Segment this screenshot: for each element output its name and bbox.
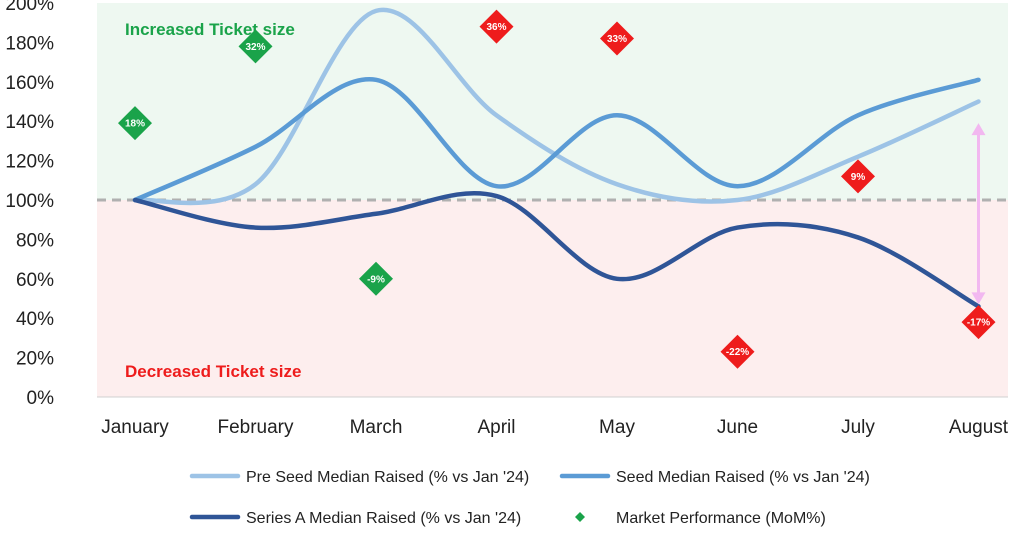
market-performance-label: 18%: [125, 119, 145, 130]
market-performance-diamond: [118, 106, 152, 141]
legend-label-4: Market Performance (MoM%): [616, 510, 826, 527]
market-performance-diamond: [600, 21, 634, 56]
market-performance-label: -9%: [367, 274, 385, 285]
y-tick-label: 20%: [16, 349, 54, 370]
market-performance-diamond: [841, 159, 875, 194]
market-performance-diamond: [961, 305, 996, 340]
market-performance-label: 32%: [245, 42, 265, 53]
market-performance-label: 36%: [486, 22, 506, 33]
x-tick-label: June: [717, 417, 758, 438]
y-tick-label: 60%: [16, 270, 54, 291]
legend-label-3: Series A Median Raised (% vs Jan '24): [246, 510, 521, 527]
market-performance-diamond: [359, 261, 393, 296]
x-tick-label: August: [949, 417, 1009, 438]
legend-swatch-4: [575, 512, 585, 522]
range-arrow-head-up: [971, 123, 986, 136]
y-tick-label: 40%: [16, 309, 54, 330]
market-performance-label: -17%: [967, 318, 990, 329]
zone-increased-label: Increased Ticket size: [125, 20, 295, 39]
series-line-3: [132, 190, 981, 309]
y-tick-label: 160%: [5, 73, 54, 94]
series-lines: [132, 7, 981, 309]
y-tick-label: 140%: [5, 112, 54, 133]
market-performance-diamond: [479, 9, 514, 44]
x-tick-label: March: [350, 417, 403, 438]
range-arrow: [971, 123, 986, 305]
market-performance-points: 18% 32% -9% 36% 33% -22% 9% -17%: [118, 9, 996, 369]
y-tick-label: 120%: [5, 152, 54, 173]
x-tick-label: January: [101, 417, 169, 438]
market-performance-diamond: [238, 29, 273, 64]
legend-label-1: Pre Seed Median Raised (% vs Jan '24): [246, 469, 529, 486]
legend-label-2: Seed Median Raised (% vs Jan '24): [616, 469, 870, 486]
market-performance-diamond: [720, 334, 755, 369]
market-performance-label: 9%: [851, 172, 866, 183]
series-line-1: [132, 7, 981, 206]
range-arrow-head-down: [971, 292, 986, 305]
x-axis-ticks: January February March April May June July Augu…: [101, 417, 1009, 438]
x-tick-label: July: [841, 417, 875, 438]
y-axis-ticks: 0% 20% 40% 60% 80% 100% 120% 140% 160% 180% 200%: [5, 0, 54, 409]
x-tick-label: February: [217, 417, 294, 438]
y-tick-label: 200%: [5, 0, 54, 15]
x-tick-label: April: [477, 417, 515, 438]
market-performance-label: -22%: [726, 347, 749, 358]
y-tick-label: 0%: [27, 388, 55, 409]
y-tick-label: 100%: [5, 191, 54, 212]
legend: Pre Seed Median Raised (% vs Jan '24) See…: [189, 469, 870, 527]
market-performance-label: 33%: [607, 34, 627, 45]
y-tick-label: 180%: [5, 33, 54, 54]
series-line-2: [132, 77, 981, 203]
y-tick-label: 80%: [16, 230, 54, 251]
zone-decreased-label: Decreased Ticket size: [125, 362, 301, 381]
x-tick-label: May: [599, 417, 635, 438]
